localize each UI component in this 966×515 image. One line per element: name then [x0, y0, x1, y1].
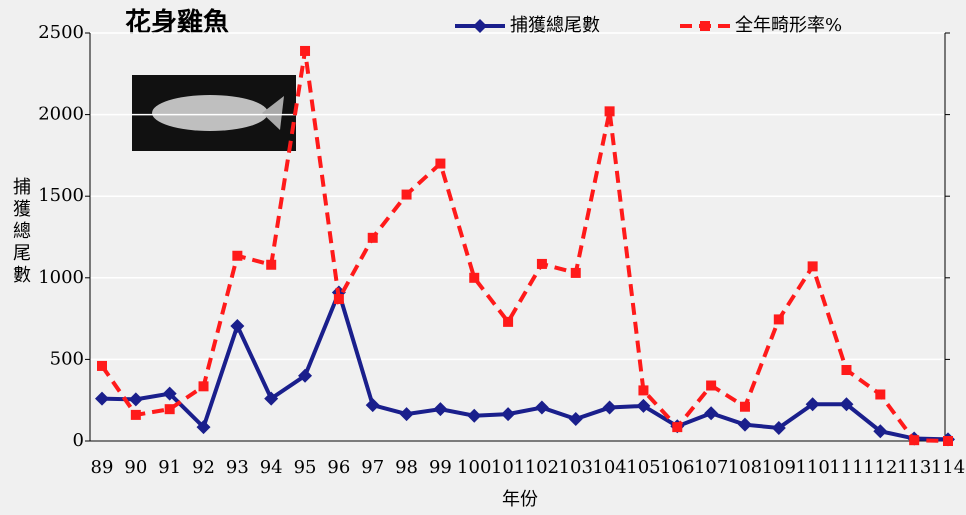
- x-tick-label: 96: [327, 457, 350, 478]
- point: [805, 397, 820, 412]
- y-tick-label: 2000: [38, 104, 84, 125]
- legend-marker: [473, 19, 487, 33]
- point: [570, 267, 581, 278]
- x-tick-label: 89: [91, 457, 114, 478]
- x-tick-label: 98: [395, 457, 418, 478]
- point: [704, 406, 719, 421]
- x-tick-label: 104: [592, 457, 626, 478]
- x-tick-label: 110: [795, 457, 829, 478]
- y-tick-label: 0: [73, 430, 84, 451]
- y-tick-label: 1000: [38, 267, 84, 288]
- x-tick-label: 105: [626, 457, 660, 478]
- point: [130, 409, 141, 420]
- point: [196, 420, 211, 435]
- x-tick-label: 103: [559, 457, 593, 478]
- x-tick-label: 111: [829, 457, 863, 478]
- point: [841, 365, 852, 376]
- point: [230, 318, 245, 333]
- point: [739, 401, 750, 412]
- x-tick-label: 113: [897, 457, 931, 478]
- x-tick-label: 112: [863, 457, 897, 478]
- point: [198, 381, 209, 392]
- point: [706, 380, 717, 391]
- point: [943, 436, 953, 446]
- point: [909, 435, 920, 446]
- x-tick-label: 108: [728, 457, 762, 478]
- fish-tail: [262, 96, 284, 130]
- point: [164, 404, 175, 415]
- x-axis-label: 年份: [502, 489, 538, 510]
- point: [128, 392, 143, 407]
- y-tick-label: 500: [50, 348, 84, 369]
- point: [568, 411, 583, 426]
- x-tick-label: 109: [762, 457, 796, 478]
- point: [771, 420, 786, 435]
- fish-shape: [152, 95, 268, 131]
- point: [467, 408, 482, 423]
- point: [266, 259, 277, 270]
- point: [97, 360, 107, 371]
- point: [638, 385, 649, 396]
- point: [298, 368, 313, 383]
- point: [873, 424, 888, 439]
- point: [534, 400, 549, 415]
- series-line: [100, 50, 949, 443]
- x-tick-label: 97: [361, 457, 384, 478]
- point: [365, 398, 380, 413]
- x-tick-label: 100: [457, 457, 491, 478]
- x-tick-label: 90: [124, 457, 147, 478]
- x-tick-label: 99: [429, 457, 452, 478]
- point: [875, 389, 886, 400]
- x-tick-label: 95: [294, 457, 317, 478]
- point: [300, 45, 311, 56]
- point: [839, 397, 854, 412]
- point: [773, 314, 784, 325]
- x-tick-label: 91: [158, 457, 181, 478]
- x-tick-label: 114: [931, 457, 965, 478]
- point: [232, 250, 243, 261]
- x-tick-label: 94: [260, 457, 283, 478]
- series-line: [101, 286, 949, 442]
- y-tick-label: 2500: [38, 22, 84, 43]
- point: [367, 232, 378, 243]
- x-tick-label: 106: [660, 457, 694, 478]
- legend-label: 捕獲總尾數: [510, 15, 600, 36]
- point: [333, 294, 344, 305]
- point: [536, 258, 547, 269]
- point: [503, 316, 514, 327]
- point: [636, 398, 651, 413]
- point: [399, 407, 414, 422]
- point: [469, 272, 480, 283]
- point: [401, 189, 412, 200]
- point: [672, 422, 683, 433]
- point: [501, 407, 516, 422]
- legend-marker: [700, 21, 710, 31]
- x-tick-label: 102: [525, 457, 559, 478]
- x-tick-label: 101: [491, 457, 525, 478]
- point: [602, 400, 617, 415]
- point: [162, 386, 177, 401]
- point: [737, 417, 752, 432]
- x-tick-label: 93: [226, 457, 249, 478]
- point: [807, 261, 818, 272]
- y-axis-label: 捕獲總尾數: [10, 177, 31, 287]
- x-tick-label: 107: [694, 457, 728, 478]
- point: [604, 106, 615, 117]
- point: [264, 391, 279, 406]
- point: [433, 402, 448, 417]
- y-tick-label: 1500: [38, 185, 84, 206]
- legend-label: 全年畸形率%: [735, 15, 842, 36]
- point: [95, 391, 109, 406]
- point: [435, 158, 446, 169]
- x-tick-label: 92: [192, 457, 215, 478]
